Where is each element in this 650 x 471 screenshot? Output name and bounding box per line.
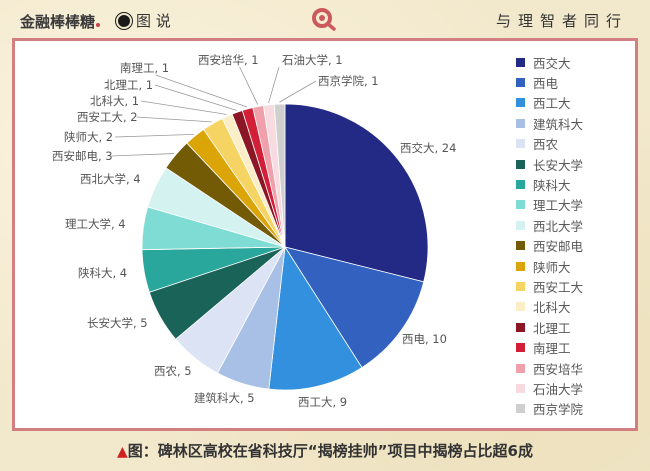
leader-line bbox=[239, 66, 259, 105]
pie-slice bbox=[284, 246, 425, 369]
legend-item[interactable]: 西北大学 bbox=[510, 215, 583, 235]
legend-label: 南理工 bbox=[533, 341, 571, 357]
legend-label: 北科大 bbox=[533, 300, 571, 316]
legend-item[interactable]: 陕师大 bbox=[510, 256, 583, 276]
bullet-icon bbox=[118, 14, 130, 27]
leader-line bbox=[136, 116, 212, 123]
legend-item[interactable]: 南理工 bbox=[510, 337, 583, 357]
slice-label: 陕科大, 4 bbox=[78, 266, 127, 280]
legend-swatch-icon bbox=[516, 159, 525, 169]
legend-swatch-icon bbox=[516, 302, 525, 312]
slice-label: 石油大学, 1 bbox=[282, 53, 343, 67]
pie-slice bbox=[268, 245, 363, 391]
slice-label: 西农, 5 bbox=[154, 364, 192, 378]
legend-item[interactable]: 西安邮电 bbox=[510, 236, 583, 256]
legend-item[interactable]: 理工大学 bbox=[510, 195, 583, 215]
legend-item[interactable]: 陕科大 bbox=[510, 174, 583, 194]
leader-line bbox=[114, 133, 194, 138]
legend-item[interactable]: 西工大 bbox=[510, 93, 583, 113]
slice-label: 西工大, 9 bbox=[298, 395, 347, 409]
legend-swatch-icon bbox=[516, 383, 525, 393]
legend-label: 理工大学 bbox=[533, 198, 584, 214]
slice-label: 西安邮电, 3 bbox=[52, 149, 113, 163]
leader-line bbox=[279, 80, 317, 103]
brand-dot-icon bbox=[96, 23, 101, 27]
legend-label: 西工大 bbox=[533, 96, 571, 112]
legend-swatch-icon bbox=[516, 322, 525, 332]
legend-item[interactable]: 西交大 bbox=[510, 52, 583, 72]
legend-item[interactable]: 北理工 bbox=[510, 317, 583, 337]
slice-label: 西安工大, 2 bbox=[77, 110, 138, 124]
legend-item[interactable]: 长安大学 bbox=[510, 154, 583, 174]
legend-label: 西北大学 bbox=[533, 218, 584, 234]
legend-swatch-icon bbox=[516, 57, 525, 67]
triangle-icon: ▲ bbox=[117, 444, 128, 460]
legend-label: 陕科大 bbox=[533, 178, 571, 194]
leader-line bbox=[155, 74, 248, 108]
legend-swatch-icon bbox=[516, 78, 525, 88]
legend-label: 石油大学 bbox=[533, 381, 584, 397]
legend-swatch-icon bbox=[516, 261, 525, 271]
slice-label: 北理工, 1 bbox=[104, 78, 153, 92]
slice-label: 西安培华, 1 bbox=[198, 53, 259, 67]
legend-swatch-icon bbox=[516, 200, 525, 210]
legend-label: 西电 bbox=[533, 76, 559, 92]
leader-line bbox=[111, 153, 175, 157]
leader-line bbox=[154, 84, 237, 111]
legend-swatch-icon bbox=[516, 220, 525, 230]
legend-label: 西安培华 bbox=[533, 361, 584, 377]
legend-label: 北理工 bbox=[533, 320, 571, 336]
slice-label: 北科大, 1 bbox=[90, 94, 139, 108]
legend-item[interactable]: 西农 bbox=[510, 134, 583, 154]
legend-item[interactable]: 西安工大 bbox=[510, 276, 583, 296]
slice-label: 陕师大, 2 bbox=[64, 130, 113, 144]
legend-swatch-icon bbox=[516, 118, 525, 128]
legend-label: 西安邮电 bbox=[533, 239, 584, 255]
legend-label: 长安大学 bbox=[533, 157, 584, 173]
brand-logo: 金融棒棒糖 bbox=[20, 11, 101, 32]
brand-name: 金融棒棒糖 bbox=[20, 13, 96, 31]
slice-label: 长安大学, 5 bbox=[87, 316, 148, 330]
legend-swatch-icon bbox=[516, 241, 525, 251]
slice-label: 西北大学, 4 bbox=[80, 172, 141, 186]
figure-caption: ▲图：碑林区高校在省科技厅“揭榜挂帅”项目中揭榜占比超6成 bbox=[0, 440, 650, 461]
slice-label: 西电, 10 bbox=[402, 332, 447, 346]
legend-label: 陕师大 bbox=[533, 259, 571, 275]
legend-item[interactable]: 西安培华 bbox=[510, 358, 583, 378]
slice-label: 西京学院, 1 bbox=[318, 74, 379, 88]
leader-line bbox=[268, 66, 280, 104]
legend-label: 西交大 bbox=[533, 55, 571, 71]
legend-label: 西京学院 bbox=[533, 402, 584, 418]
header: 金融棒棒糖 图 说 与理智者同行 bbox=[0, 0, 650, 38]
slice-label: 西交大, 24 bbox=[400, 141, 456, 155]
legend-item[interactable]: 北科大 bbox=[510, 297, 583, 317]
pie-slice bbox=[284, 103, 429, 283]
legend-swatch-icon bbox=[516, 404, 525, 414]
section-label-text: 图 说 bbox=[136, 12, 171, 30]
legend-swatch-icon bbox=[516, 343, 525, 353]
legend-item[interactable]: 西京学院 bbox=[510, 399, 583, 419]
legend-item[interactable]: 建筑科大 bbox=[510, 113, 583, 133]
pie-slice bbox=[273, 103, 286, 248]
slice-label: 南理工, 1 bbox=[120, 61, 169, 75]
slice-label: 建筑科大, 5 bbox=[194, 391, 255, 405]
legend-item[interactable]: 西电 bbox=[510, 72, 583, 92]
legend-swatch-icon bbox=[516, 98, 525, 108]
legend-swatch-icon bbox=[516, 180, 525, 190]
legend-swatch-icon bbox=[516, 363, 525, 373]
chart-legend: 西交大西电西工大建筑科大西农长安大学陕科大理工大学西北大学西安邮电陕师大西安工大… bbox=[510, 52, 583, 419]
slogan: 与理智者同行 bbox=[495, 12, 628, 30]
search-icon bbox=[312, 8, 336, 31]
legend-label: 建筑科大 bbox=[533, 116, 584, 132]
legend-label: 西农 bbox=[533, 137, 559, 153]
legend-swatch-icon bbox=[516, 281, 525, 291]
legend-swatch-icon bbox=[516, 139, 525, 149]
caption-text: 图：碑林区高校在省科技厅“揭榜挂帅”项目中揭榜占比超6成 bbox=[127, 442, 533, 460]
legend-item[interactable]: 石油大学 bbox=[510, 378, 583, 398]
leader-line bbox=[140, 100, 227, 115]
legend-label: 西安工大 bbox=[533, 279, 584, 295]
section-label: 图 说 bbox=[118, 10, 171, 31]
slice-label: 理工大学, 4 bbox=[65, 217, 126, 231]
